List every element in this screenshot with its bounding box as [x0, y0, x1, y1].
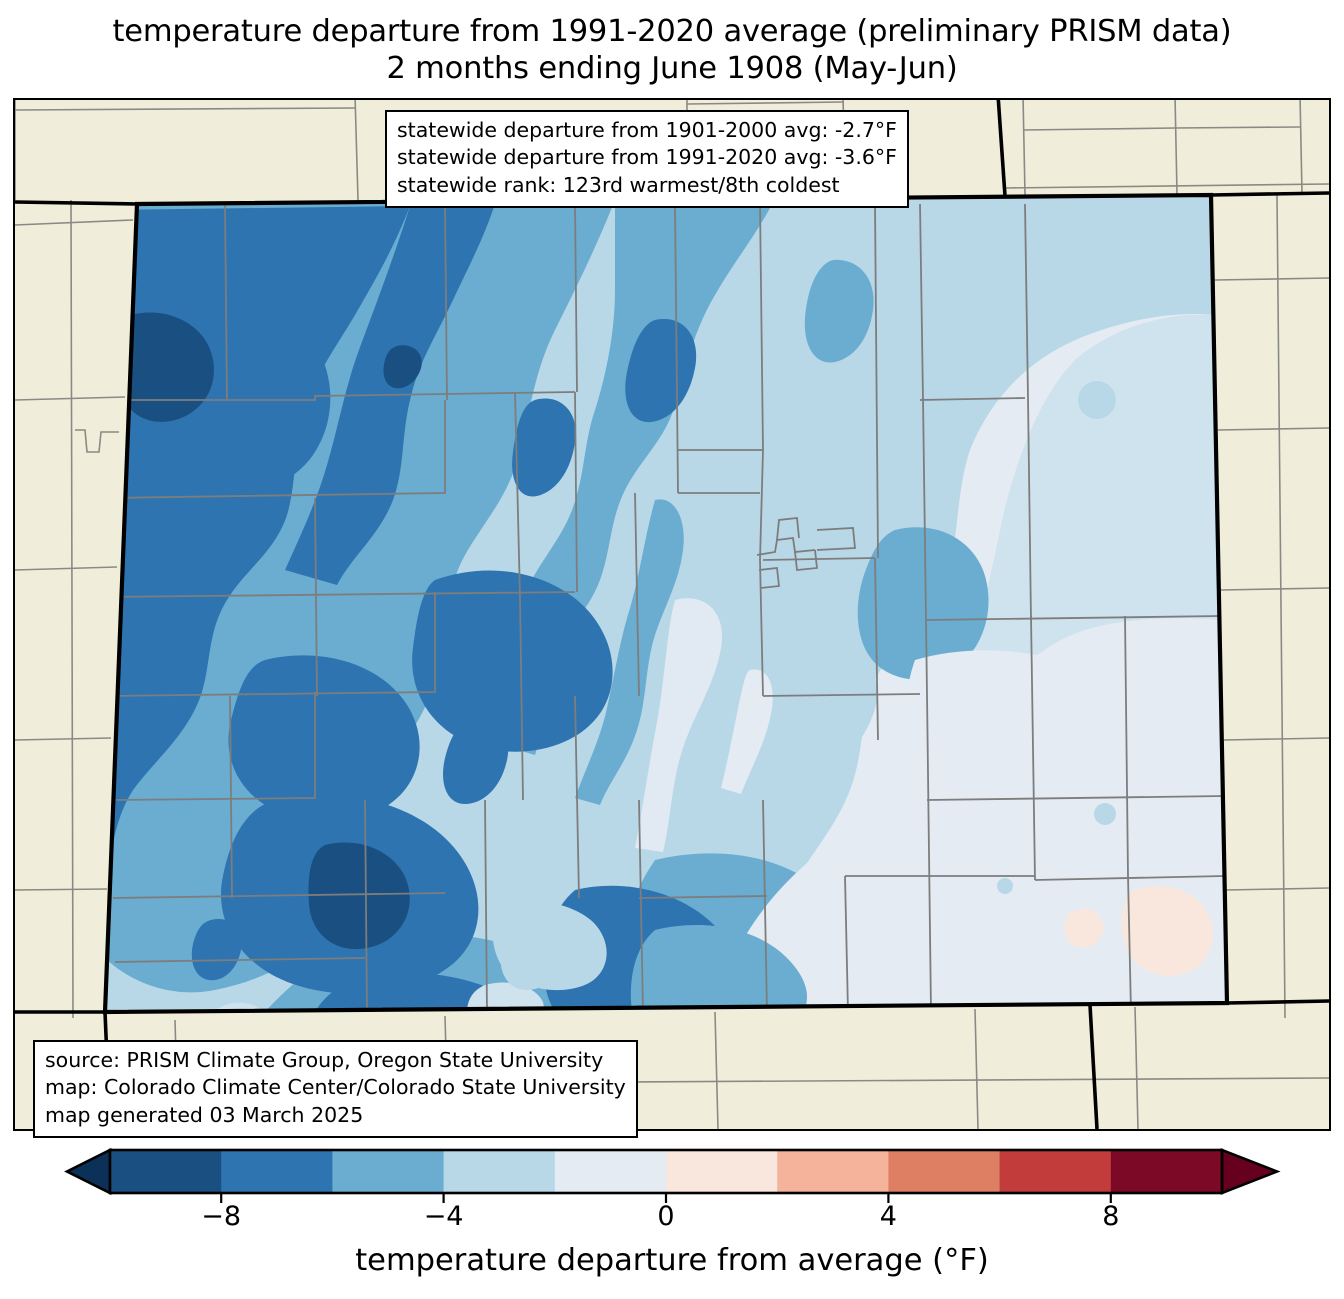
source-line-3: map generated 03 March 2025 [45, 1102, 364, 1127]
colorbar-tick-label: −8 [201, 1201, 242, 1232]
colorbar-tick-label: 4 [879, 1201, 897, 1232]
title-line-1: temperature departure from 1991-2020 ave… [112, 14, 1232, 49]
colorbar-over-arrow [1220, 1148, 1281, 1195]
colorbar-band [332, 1150, 445, 1193]
colorbar-under-arrow [64, 1147, 112, 1196]
colorbar-tick-label: −4 [423, 1201, 464, 1232]
temperature-contour-fill [105, 195, 1227, 1012]
stats-line-3: statewide rank: 123rd warmest/8th coldes… [397, 172, 840, 197]
source-line-2: map: Colorado Climate Center/Colorado St… [45, 1075, 626, 1100]
colorbar-band [554, 1150, 667, 1193]
colorbar-tick-label: 0 [657, 1201, 675, 1232]
colorbar-tick-label: 8 [1102, 1201, 1120, 1232]
source-line-1: source: PRISM Climate Group, Oregon Stat… [45, 1048, 604, 1072]
colorbar-band [666, 1150, 778, 1193]
stats-line-2: statewide departure from 1991-2020 avg: … [397, 145, 897, 170]
colorbar-axis-label: temperature departure from average (°F) [355, 1243, 989, 1278]
statewide-stats-box: statewide departure from 1901-2000 avg: … [385, 110, 909, 209]
colorado-county-lines [105, 203, 1225, 1012]
colorbar-band [221, 1150, 333, 1193]
colorbar-band [443, 1150, 556, 1193]
colorbar-svg [64, 1147, 1281, 1203]
colorbar-ticks [220, 1193, 1112, 1203]
title-line-2: 2 months ending June 1908 (May-Jun) [386, 50, 958, 86]
colorado-temperature-departure-map [15, 100, 1329, 1129]
colorbar-band [999, 1150, 1112, 1193]
colorbar: −8 −4 0 4 8 [0, 1143, 1344, 1243]
map-panel [13, 98, 1331, 1131]
stats-line-1: statewide departure from 1901-2000 avg: … [397, 118, 897, 142]
page-title: temperature departure from 1991-2020 ave… [0, 14, 1344, 87]
colorbar-band [777, 1150, 889, 1193]
colorbar-bands [64, 1147, 1281, 1196]
colorbar-band [1110, 1150, 1223, 1193]
colorbar-band [888, 1150, 1001, 1193]
source-credit-box: source: PRISM Climate Group, Oregon Stat… [33, 1040, 638, 1139]
colorbar-band [110, 1150, 222, 1193]
